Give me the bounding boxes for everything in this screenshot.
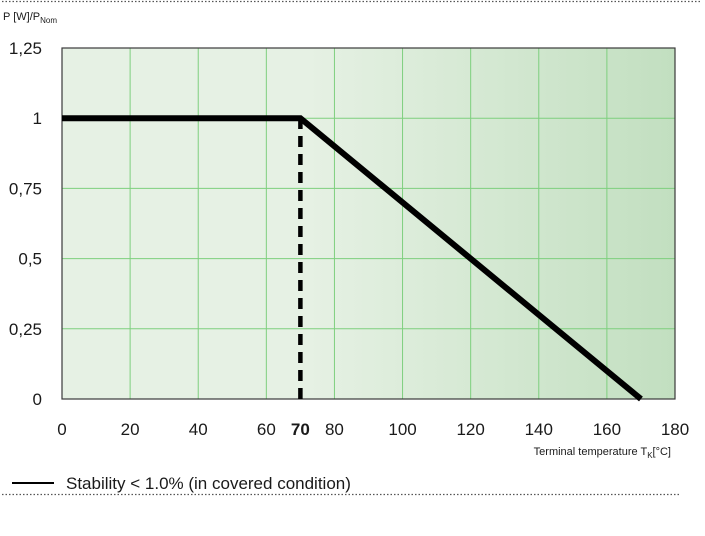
- x-tick-label: 60: [257, 420, 276, 439]
- x-tick-label: 160: [593, 420, 621, 439]
- x-tick-label: 0: [57, 420, 66, 439]
- legend-label: Stability < 1.0% (in covered condition): [66, 474, 351, 493]
- plot-background: [62, 48, 675, 399]
- axis-ticks: 0 20 40 60 70 80 100 120 140 160 180 0 0,25 0,5 0,75 1 1…: [9, 39, 689, 439]
- y-tick-label: 0,5: [18, 250, 42, 269]
- x-tick-label: 180: [661, 420, 689, 439]
- y-tick-label: 0,25: [9, 320, 42, 339]
- x-tick-label: 80: [325, 420, 344, 439]
- y-tick-label: 1,25: [9, 39, 42, 58]
- series: [62, 115, 643, 402]
- x-tick-label: 20: [121, 420, 140, 439]
- y-tick-label: 0: [33, 390, 42, 409]
- y-tick-label: 0,75: [9, 179, 42, 198]
- plot-border: [61, 47, 676, 400]
- series-line: [62, 115, 643, 402]
- x-tick-label: 140: [525, 420, 553, 439]
- y-axis-title: P [W]/PNom: [3, 11, 57, 25]
- x-tick-label: 100: [388, 420, 416, 439]
- x-tick-label: 70: [291, 420, 310, 439]
- x-tick-label: 40: [189, 420, 208, 439]
- x-tick-label: 120: [456, 420, 484, 439]
- y-tick-label: 1: [33, 109, 42, 128]
- x-axis-title: Terminal temperature TK[°C]: [534, 446, 671, 460]
